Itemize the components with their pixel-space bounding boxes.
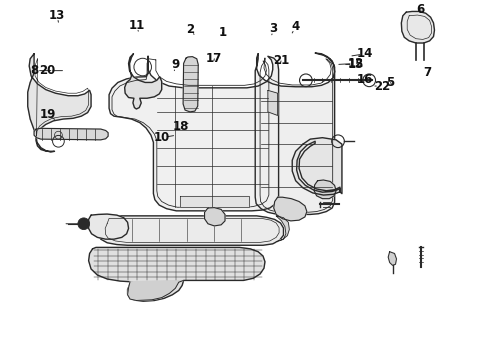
Text: 17: 17 [206, 52, 222, 65]
Polygon shape [313, 180, 335, 199]
Polygon shape [98, 216, 283, 245]
Text: 3: 3 [269, 22, 277, 35]
Text: 20: 20 [39, 64, 55, 77]
Polygon shape [127, 280, 183, 301]
Polygon shape [273, 197, 306, 221]
Text: 7: 7 [422, 66, 430, 79]
Polygon shape [88, 247, 264, 301]
Text: 4: 4 [291, 20, 299, 33]
Text: 2: 2 [185, 23, 194, 36]
Text: 10: 10 [153, 131, 169, 144]
Text: 22: 22 [373, 80, 389, 93]
Polygon shape [204, 208, 224, 226]
Text: 19: 19 [40, 108, 56, 121]
Text: 21: 21 [272, 54, 288, 67]
Text: 11: 11 [128, 19, 144, 32]
Text: 5: 5 [386, 76, 394, 89]
Text: 6: 6 [416, 3, 424, 16]
Polygon shape [34, 129, 108, 140]
Text: 8: 8 [30, 64, 38, 77]
Text: 9: 9 [171, 58, 179, 71]
Polygon shape [292, 138, 341, 195]
Polygon shape [183, 57, 198, 112]
Polygon shape [180, 196, 249, 207]
Polygon shape [255, 53, 334, 215]
Polygon shape [88, 214, 128, 239]
Text: 1: 1 [218, 26, 226, 39]
Polygon shape [109, 56, 278, 211]
Polygon shape [124, 54, 162, 109]
Polygon shape [276, 216, 289, 242]
Text: 15: 15 [346, 58, 363, 71]
Text: 18: 18 [173, 121, 189, 134]
Polygon shape [387, 252, 396, 265]
Text: 14: 14 [356, 47, 373, 60]
Polygon shape [267, 90, 277, 116]
Polygon shape [28, 54, 91, 152]
Polygon shape [401, 12, 433, 43]
Text: 16: 16 [356, 73, 373, 86]
Circle shape [78, 218, 89, 230]
Text: 13: 13 [49, 9, 65, 22]
Text: 12: 12 [347, 57, 363, 70]
